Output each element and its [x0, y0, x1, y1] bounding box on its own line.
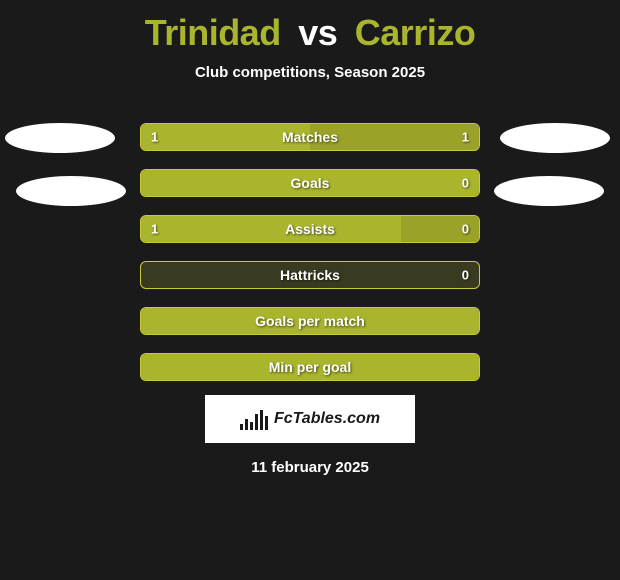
stat-row: Goals per match	[140, 307, 480, 335]
stat-value-right: 0	[462, 222, 469, 237]
watermark-bar	[250, 422, 253, 430]
subtitle: Club competitions, Season 2025	[0, 64, 620, 81]
stat-value-left: 1	[151, 222, 158, 237]
player-ellipse	[5, 123, 115, 153]
stat-value-right: 0	[462, 268, 469, 283]
stat-fill-left	[141, 216, 401, 242]
stat-value-right: 1	[462, 130, 469, 145]
stat-row: Hattricks 0	[140, 261, 480, 289]
watermark-bars-icon	[240, 408, 268, 430]
watermark-bar	[255, 414, 258, 430]
title-player1: Trinidad	[145, 12, 281, 53]
stat-label: Matches	[282, 129, 338, 145]
player-ellipse	[500, 123, 610, 153]
stat-row: Matches 1 1	[140, 123, 480, 151]
stat-row: Assists 1 0	[140, 215, 480, 243]
stat-label: Min per goal	[269, 359, 351, 375]
stat-label: Hattricks	[280, 267, 340, 283]
stat-label: Assists	[285, 221, 335, 237]
watermark-text: FcTables.com	[274, 410, 380, 428]
player-ellipse	[494, 176, 604, 206]
watermark: FcTables.com	[205, 395, 415, 443]
stat-value-right: 0	[462, 176, 469, 191]
watermark-bar	[245, 419, 248, 430]
title-player2: Carrizo	[355, 12, 476, 53]
date-label: 11 february 2025	[0, 459, 620, 476]
watermark-bar	[240, 424, 243, 430]
stat-row: Min per goal	[140, 353, 480, 381]
stat-label: Goals per match	[255, 313, 365, 329]
watermark-bar	[265, 416, 268, 430]
stat-row: Goals 0	[140, 169, 480, 197]
watermark-bar	[260, 410, 263, 430]
stat-label: Goals	[291, 175, 330, 191]
player-ellipse	[16, 176, 126, 206]
title-vs: vs	[298, 12, 337, 53]
stats-container: Matches11Goals0Assists10Hattricks0Goals …	[0, 123, 620, 381]
stat-value-left: 1	[151, 130, 158, 145]
title: Trinidad vs Carrizo	[0, 0, 620, 54]
